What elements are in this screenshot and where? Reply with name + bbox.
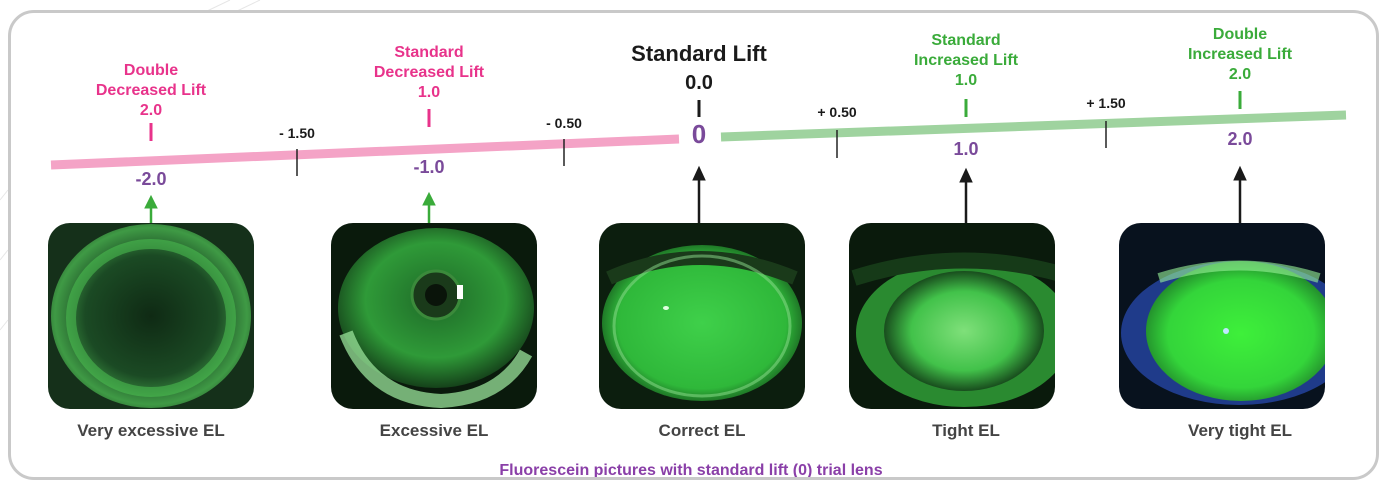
arrow-icon xyxy=(959,167,973,225)
lift-value: -2.0 xyxy=(135,169,167,189)
eye-excessive-icon xyxy=(331,223,537,409)
footer-note: Fluorescein pictures with standard lift … xyxy=(499,462,883,479)
lift-value: -1.0 xyxy=(413,157,445,177)
arrow-icon xyxy=(144,194,158,223)
arrow-icon xyxy=(1233,165,1247,225)
tick-label: + 0.50 xyxy=(817,104,857,120)
lift-scale xyxy=(50,91,1347,225)
standard-increased-lift-label: Standard Increased Lift 1.0 xyxy=(913,32,1019,89)
eye-very-excessive-icon xyxy=(48,223,254,409)
arrow-icon xyxy=(422,191,436,223)
eye-caption: Excessive EL xyxy=(379,421,489,440)
eye-very-tight-icon xyxy=(1119,223,1325,409)
standard-lift-value: 0.0 xyxy=(685,72,713,94)
diagram-panel: Double Decreased Lift 2.0 Standard Decre… xyxy=(8,10,1379,480)
eye-caption: Very excessive EL xyxy=(77,421,225,440)
lift-value: 2.0 xyxy=(1227,129,1253,149)
zero-marker: 0 xyxy=(691,119,707,149)
eye-correct-icon xyxy=(599,223,805,409)
arrow-icon xyxy=(692,165,706,225)
lift-value: 1.0 xyxy=(953,139,979,159)
tick-label: + 1.50 xyxy=(1086,95,1126,111)
standard-decreased-lift-label: Standard Decreased Lift 1.0 xyxy=(373,44,485,101)
standard-lift-title: Standard Lift xyxy=(631,41,767,66)
tick-label: - 0.50 xyxy=(546,115,582,131)
increased-lift-bar xyxy=(720,110,1347,142)
eye-caption: Very tight EL xyxy=(1188,421,1292,440)
double-increased-lift-label: Double Increased Lift 2.0 xyxy=(1187,26,1293,83)
eye-caption: Correct EL xyxy=(658,421,746,440)
eye-tight-icon xyxy=(849,223,1055,409)
decreased-lift-bar xyxy=(50,134,680,170)
eye-caption: Tight EL xyxy=(932,421,1000,440)
tick-label: - 1.50 xyxy=(279,125,315,141)
double-decreased-lift-label: Double Decreased Lift 2.0 xyxy=(95,62,207,119)
